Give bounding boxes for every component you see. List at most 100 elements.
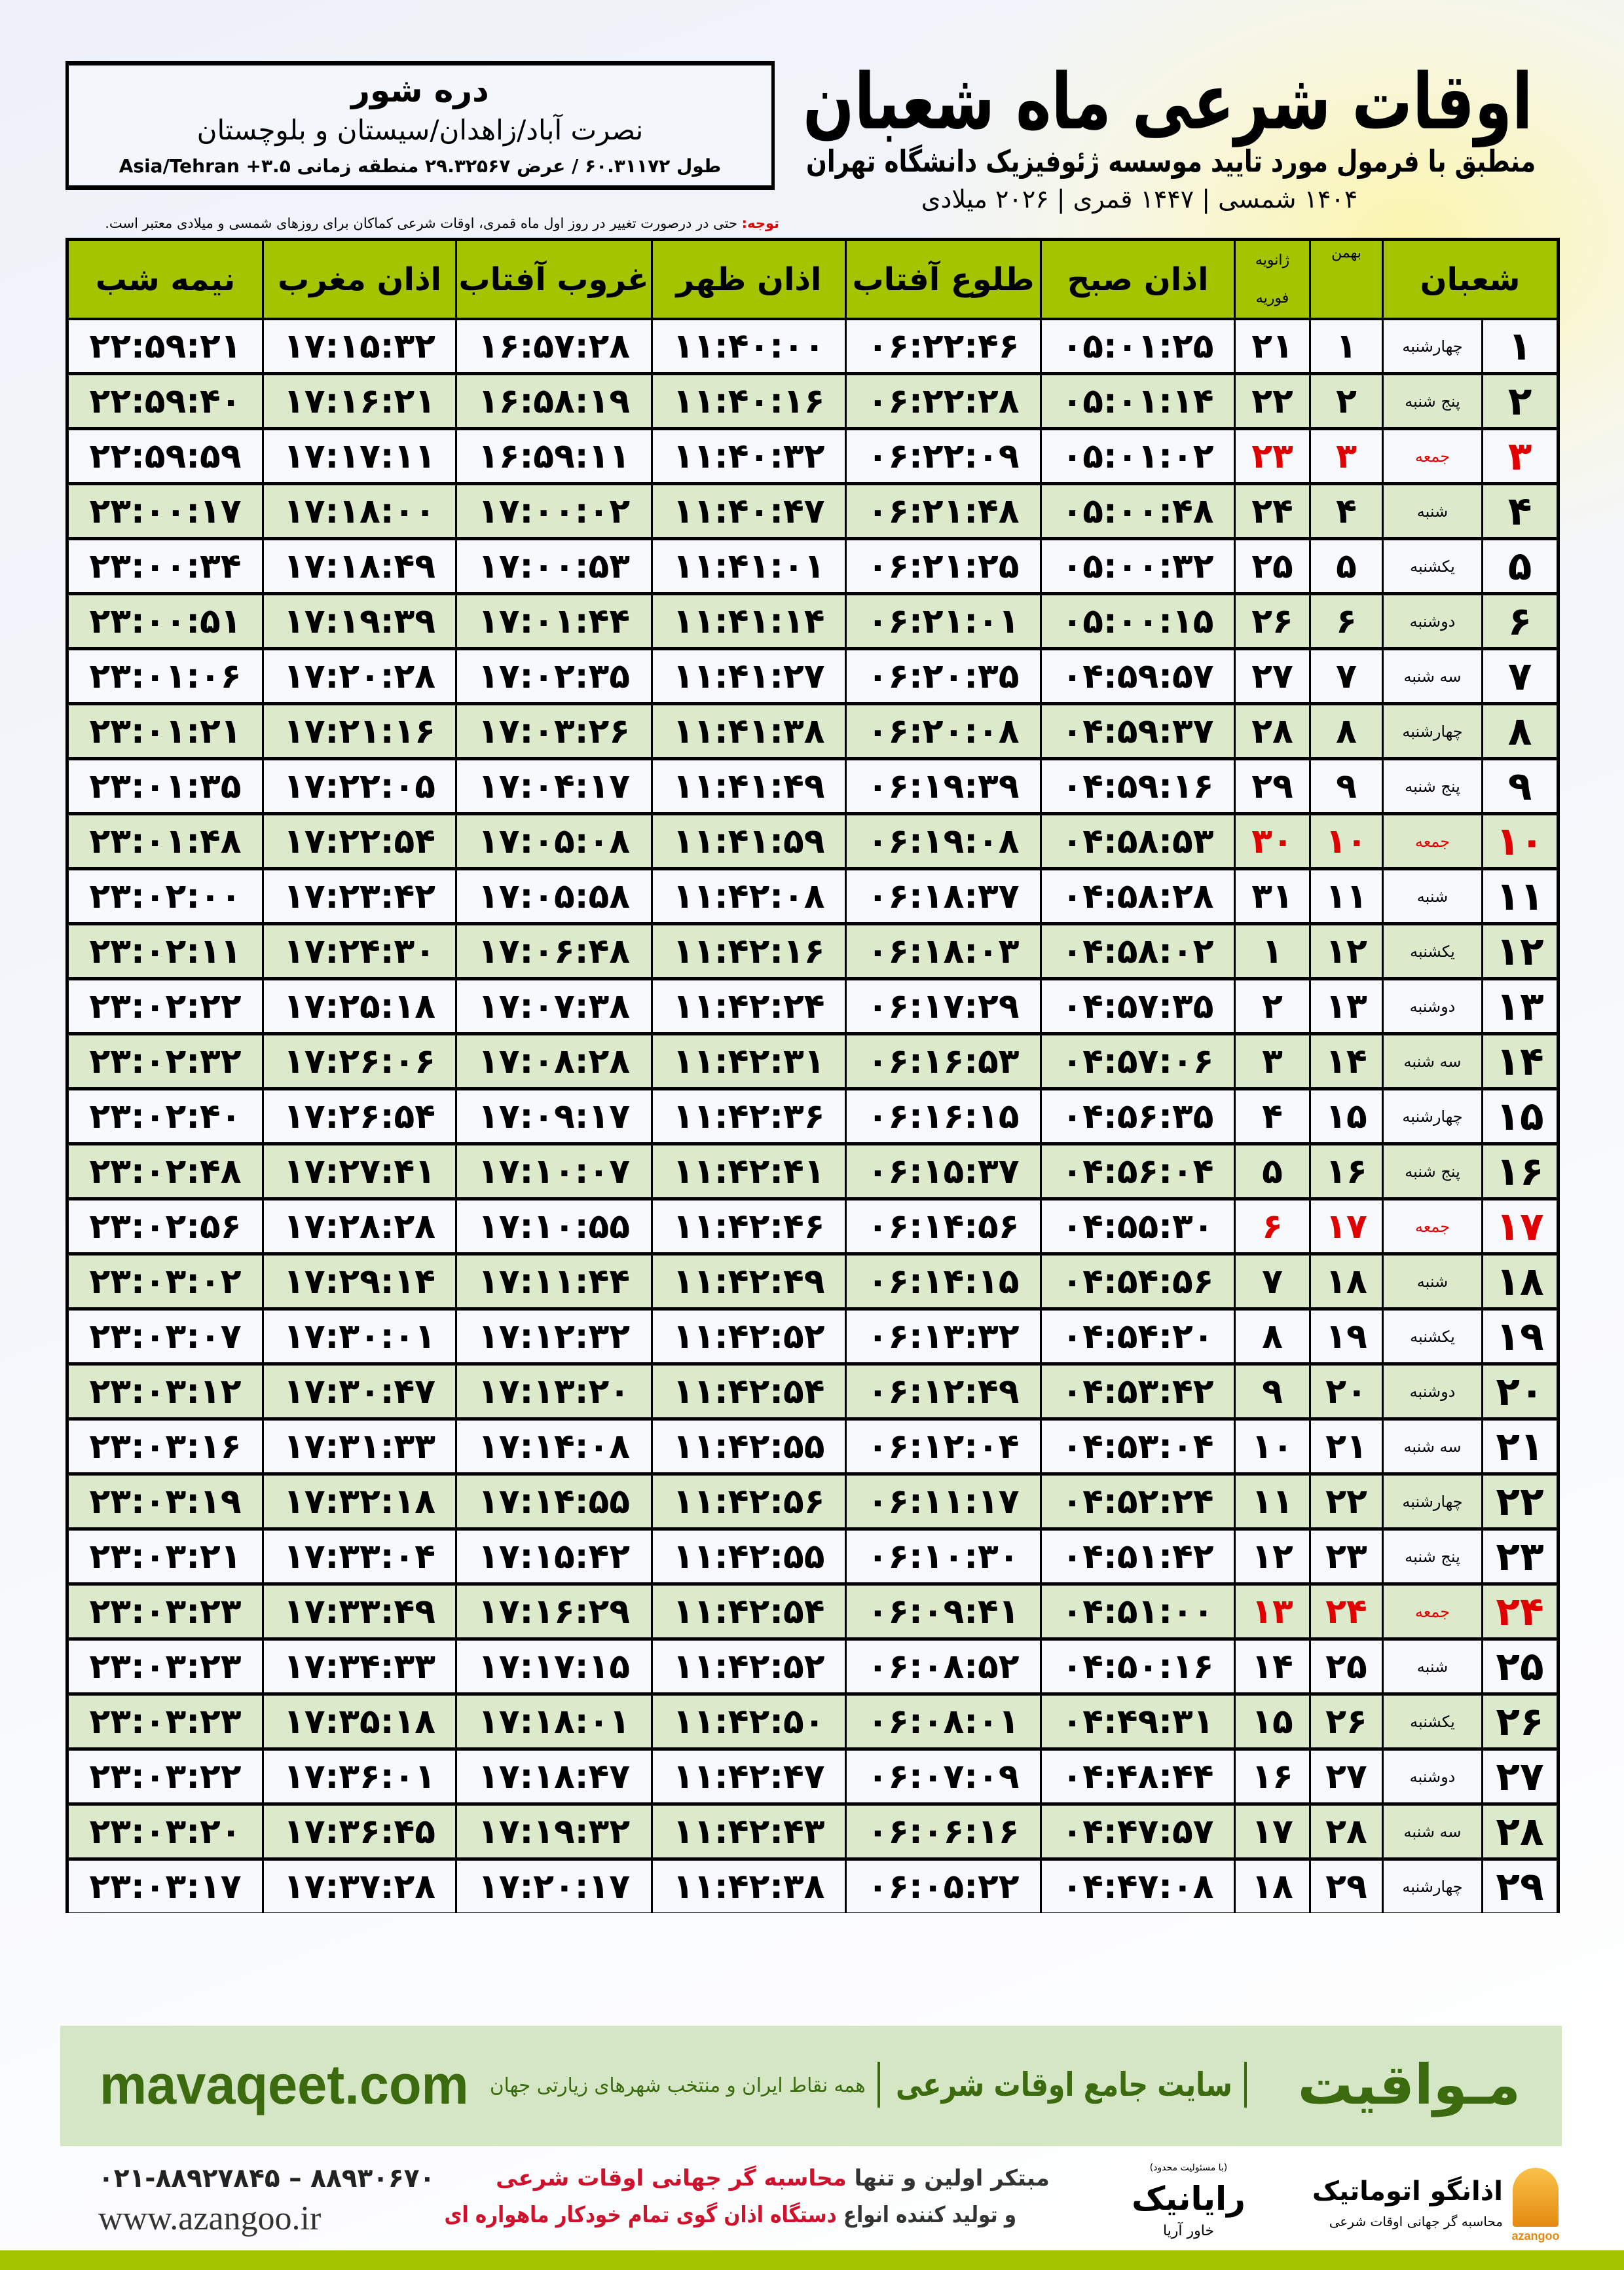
maghrib-cell: ۱۷:۳۶:۰۱ <box>264 1751 457 1802</box>
banner-url[interactable]: mavaqeet.com <box>100 2054 469 2115</box>
fajr-value: ۰۴:۵۹:۱۶ <box>1061 766 1214 806</box>
february-day-cell: ۲۶ <box>1236 595 1311 647</box>
february-day-cell: ۱۴ <box>1236 1641 1311 1692</box>
dhuhr-value: ۱۱:۴۱:۰۱ <box>673 546 825 586</box>
maghrib-value: ۱۷:۲۷:۴۱ <box>283 1151 436 1191</box>
azangoo-tag-line: محاسبه گر جهانی اوقات شرعی <box>1293 2212 1503 2231</box>
midnight-cell: ۲۳:۰۳:۲۳ <box>69 1641 264 1692</box>
fajr-cell: ۰۵:۰۰:۴۸ <box>1042 485 1236 537</box>
promo-line1-b: محاسبه گر جهانی اوقات شرعی <box>496 2165 847 2191</box>
fajr-cell: ۰۴:۵۳:۴۲ <box>1042 1366 1236 1417</box>
midnight-value: ۲۳:۰۳:۱۹ <box>89 1481 242 1521</box>
maghrib-value: ۱۷:۲۳:۴۲ <box>283 876 436 916</box>
sunset-value: ۱۷:۰۵:۵۸ <box>477 876 631 916</box>
sunset-cell: ۱۶:۵۹:۱۱ <box>457 430 653 482</box>
february-day-cell: ۱۱ <box>1236 1476 1311 1527</box>
maghrib-value: ۱۷:۲۴:۳۰ <box>283 931 436 971</box>
header-maghrib-label: اذان مغرب <box>277 261 442 298</box>
shaban-day-value: ۲۶ <box>1496 1698 1544 1745</box>
table-row: ۲۳:۰۲:۲۲ ۱۷:۲۵:۱۸ ۱۷:۰۷:۳۸ ۱۱:۴۲:۲۴ ۰۶:۱۷:۲۹… <box>69 980 1557 1032</box>
midnight-cell: ۲۳:۰۰:۵۱ <box>69 595 264 647</box>
weekday-value: دوشنبه <box>1409 1382 1456 1401</box>
maghrib-cell: ۱۷:۲۵:۱۸ <box>264 980 457 1032</box>
maghrib-value: ۱۷:۳۴:۳۳ <box>283 1647 436 1686</box>
february-day-cell: ۱۰ <box>1236 1421 1311 1472</box>
bahman-day-cell: ۱۱ <box>1311 870 1384 922</box>
sunset-value: ۱۷:۱۳:۲۰ <box>477 1371 631 1411</box>
bahman-day-value: ۱۷ <box>1325 1206 1367 1246</box>
maghrib-cell: ۱۷:۲۱:۱۶ <box>264 705 457 757</box>
maghrib-cell: ۱۷:۱۶:۲۱ <box>264 375 457 427</box>
dhuhr-value: ۱۱:۴۰:۰۰ <box>673 326 825 366</box>
promo-line2-a: و تولید کننده انواع <box>837 2202 1017 2228</box>
fajr-cell: ۰۴:۵۸:۵۳ <box>1042 815 1236 867</box>
maghrib-cell: ۱۷:۲۷:۴۱ <box>264 1145 457 1197</box>
weekday-value: یکشنبه <box>1410 1327 1455 1346</box>
website-link[interactable]: www.azangoo.ir <box>98 2200 322 2237</box>
sunset-value: ۱۷:۱۴:۰۸ <box>477 1426 631 1466</box>
february-day-cell: ۲۳ <box>1236 430 1311 482</box>
header-maghrib: اذان مغرب <box>264 241 457 318</box>
bahman-day-cell: ۱۸ <box>1311 1256 1384 1307</box>
february-day-cell: ۱۵ <box>1236 1696 1311 1747</box>
maghrib-cell: ۱۷:۲۴:۳۰ <box>264 925 457 977</box>
weekday-value: شنبه <box>1416 502 1449 521</box>
banner-url-line: mavaqeet.com <box>100 2052 473 2117</box>
maghrib-value: ۱۷:۳۰:۴۷ <box>283 1371 436 1411</box>
midnight-cell: ۲۳:۰۳:۱۶ <box>69 1421 264 1472</box>
dhuhr-value: ۱۱:۴۱:۵۹ <box>673 821 825 861</box>
midnight-value: ۲۳:۰۲:۵۶ <box>89 1206 242 1246</box>
fajr-cell: ۰۴:۵۴:۲۰ <box>1042 1311 1236 1362</box>
weekday-cell: شنبه <box>1384 1641 1483 1692</box>
fajr-value: ۰۴:۴۷:۵۷ <box>1061 1812 1214 1851</box>
table-row: ۲۳:۰۳:۱۷ ۱۷:۳۷:۲۸ ۱۷:۲۰:۱۷ ۱۱:۴۲:۳۸ ۰۶:۰۵:۲۲… <box>69 1861 1557 1912</box>
sunset-value: ۱۷:۱۶:۲۹ <box>477 1591 631 1631</box>
midnight-cell: ۲۳:۰۲:۲۲ <box>69 980 264 1032</box>
table-row: ۲۳:۰۲:۵۶ ۱۷:۲۸:۲۸ ۱۷:۱۰:۵۵ ۱۱:۴۲:۴۶ ۰۶:۱۴:۵۶… <box>69 1200 1557 1252</box>
midnight-cell: ۲۳:۰۳:۲۳ <box>69 1586 264 1637</box>
sunset-value: ۱۶:۵۸:۱۹ <box>477 381 631 421</box>
sunrise-value: ۰۶:۱۵:۳۷ <box>867 1151 1020 1191</box>
maghrib-cell: ۱۷:۲۰:۲۸ <box>264 650 457 702</box>
maghrib-value: ۱۷:۱۶:۲۱ <box>283 381 436 421</box>
sunset-cell: ۱۷:۰۲:۳۵ <box>457 650 653 702</box>
dhuhr-value: ۱۱:۴۱:۲۷ <box>673 656 825 696</box>
promo-line2-b: دستگاه اذان گوی تمام خودکار ماهواره ای <box>444 2202 838 2228</box>
table-row: ۲۳:۰۲:۱۱ ۱۷:۲۴:۳۰ ۱۷:۰۶:۴۸ ۱۱:۴۲:۱۶ ۰۶:۱۸:۰۳… <box>69 925 1557 977</box>
fajr-cell: ۰۴:۵۷:۳۵ <box>1042 980 1236 1032</box>
fajr-cell: ۰۴:۴۷:۵۷ <box>1042 1806 1236 1857</box>
bahman-day-value: ۲۵ <box>1325 1647 1367 1686</box>
february-day-cell: ۴ <box>1236 1090 1311 1142</box>
sunset-cell: ۱۷:۱۴:۵۵ <box>457 1476 653 1527</box>
header-sunrise: طلوع آفتاب <box>847 241 1042 318</box>
weekday-cell: شنبه <box>1384 870 1483 922</box>
midnight-cell: ۲۲:۵۹:۲۱ <box>69 320 264 372</box>
bahman-day-value: ۳ <box>1336 436 1357 476</box>
shaban-day-value: ۲۴ <box>1496 1588 1544 1635</box>
header-month: شعبان <box>1384 241 1557 318</box>
dhuhr-cell: ۱۱:۴۱:۵۹ <box>653 815 847 867</box>
maghrib-cell: ۱۷:۱۵:۳۲ <box>264 320 457 372</box>
fajr-value: ۰۴:۵۱:۴۲ <box>1061 1536 1214 1576</box>
sunset-cell: ۱۷:۰۰:۰۲ <box>457 485 653 537</box>
weekday-cell: سه شنبه <box>1384 1421 1483 1472</box>
maghrib-cell: ۱۷:۲۶:۰۶ <box>264 1035 457 1087</box>
sunrise-cell: ۰۶:۱۳:۳۲ <box>847 1311 1042 1362</box>
dhuhr-cell: ۱۱:۴۲:۵۲ <box>653 1311 847 1362</box>
midnight-cell: ۲۳:۰۱:۳۵ <box>69 760 264 812</box>
sunrise-cell: ۰۶:۲۱:۲۵ <box>847 540 1042 592</box>
sunset-value: ۱۷:۱۲:۳۲ <box>477 1316 631 1356</box>
maghrib-cell: ۱۷:۳۵:۱۸ <box>264 1696 457 1747</box>
fajr-cell: ۰۴:۵۱:۰۰ <box>1042 1586 1236 1637</box>
sunset-cell: ۱۷:۱۰:۵۵ <box>457 1200 653 1252</box>
shaban-day-value: ۱۳ <box>1496 983 1544 1030</box>
dhuhr-value: ۱۱:۴۲:۵۶ <box>673 1481 825 1521</box>
shaban-day-cell: ۲۷ <box>1483 1751 1557 1802</box>
sunrise-value: ۰۶:۰۶:۱۶ <box>867 1812 1020 1851</box>
sunset-value: ۱۷:۱۸:۰۱ <box>477 1702 631 1741</box>
shaban-day-cell: ۳ <box>1483 430 1557 482</box>
maghrib-value: ۱۷:۳۶:۰۱ <box>283 1757 436 1796</box>
february-day-cell: ۳ <box>1236 1035 1311 1087</box>
february-day-value: ۲۸ <box>1251 711 1293 751</box>
location-coordinates: طول ۶۰.۳۱۱۷۲ / عرض ۲۹.۳۲۵۶۷ منطقه زمانی … <box>119 155 722 177</box>
